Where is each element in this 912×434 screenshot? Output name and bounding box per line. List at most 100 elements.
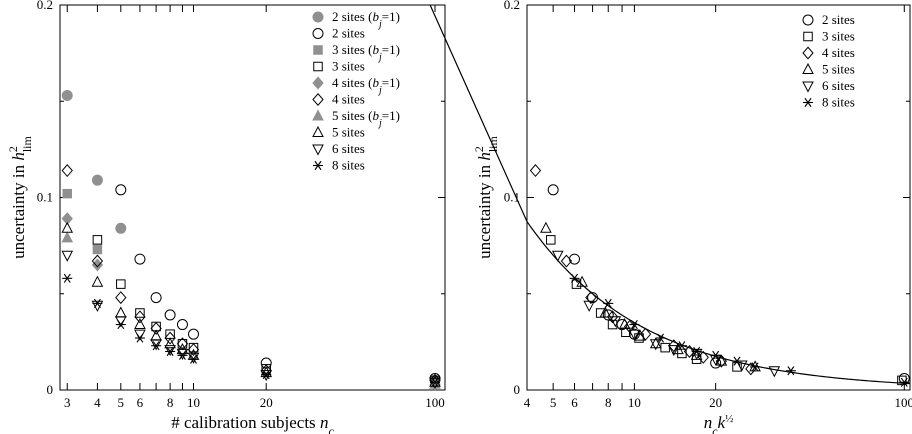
marker-square [803,31,813,42]
marker-square [135,308,145,318]
marker-asterisk [430,377,441,387]
marker-square [571,279,582,289]
marker-triangle-down [429,377,441,389]
marker-asterisk [710,350,721,360]
marker-circle-filled [91,174,103,186]
x-tick-label: 100 [895,395,912,410]
marker-asterisk [151,341,162,351]
series-triangle-down [551,250,781,378]
y-axis-title: uncertainty in h2lim [6,135,34,258]
marker-diamond [802,46,814,60]
marker-asterisk [803,97,813,108]
series-circle-filled [61,89,441,386]
marker-diamond [150,321,162,335]
marker-square [165,329,175,339]
marker-triangle [749,360,761,372]
marker-circle [802,14,814,26]
left-panel: 3 4 5 6 8 10 20 100 0 0.1 0.2 uncertainty in h2lim #… [6,0,446,434]
marker-triangle-down [260,370,273,382]
marker-triangle-down [609,316,622,328]
legend-label: 2 sites [822,12,855,27]
x-tick-label: 8 [167,395,174,410]
legend-label: 6 sites [332,141,365,156]
marker-triangle [61,221,74,233]
marker-triangle-filled [312,109,324,121]
x-tick-label: 10 [187,395,200,410]
x-tick-label: 10 [628,395,641,410]
marker-circle-filled [115,222,127,234]
marker-asterisk [655,333,666,343]
marker-circle [312,28,324,39]
marker-triangle-filled [61,231,74,243]
marker-diamond [585,291,597,305]
marker-square [660,342,670,353]
marker-diamond-filled [312,76,324,90]
marker-triangle [91,275,104,287]
series-circle [115,184,441,384]
marker-triangle-down [628,329,641,341]
legend-label: 5 sites [332,125,365,140]
series-asterisk [62,273,441,387]
legend-label: 6 sites [822,78,855,93]
marker-asterisk [62,273,73,283]
marker-diamond [91,254,104,268]
marker-diamond [312,92,324,107]
marker-asterisk [115,319,126,330]
marker-asterisk [750,362,761,372]
x-tick-label: 4 [94,395,101,410]
marker-circle [176,319,188,331]
x-tick-label: 8 [605,395,612,410]
legend-label: 2 sites (bj=1) [332,9,400,30]
marker-triangle-down [312,144,324,156]
marker-triangle-down [164,345,176,357]
marker-triangle-down [768,366,781,378]
marker-square [546,235,556,245]
marker-diamond [164,331,176,345]
marker-triangle-down [61,250,74,262]
marker-diamond-filled [61,212,73,226]
fit-curve [429,4,911,385]
marker-triangle [672,343,684,355]
marker-triangle [150,329,162,341]
marker-diamond [134,310,146,324]
marker-triangle-down [668,345,680,357]
marker-triangle [312,125,324,137]
marker-triangle-down [150,339,162,351]
series-asterisk [569,273,910,387]
legend-label: 3 sites [332,59,365,74]
y-tick-label: 0.2 [504,0,520,12]
marker-square [177,339,188,349]
y-axis-title: uncertainty in h2lim [472,135,500,258]
series-triangle [540,221,761,372]
x-tick-label: 20 [260,395,273,410]
marker-circle [188,328,200,340]
marker-asterisk [261,370,272,380]
marker-asterisk [569,273,580,283]
y-tick-label: 0 [514,382,521,397]
marker-diamond [115,291,127,305]
marker-triangle [176,343,189,355]
x-tick-label: 5 [550,395,557,410]
marker-circle [710,357,722,369]
marker-triangle-down [583,300,596,312]
marker-square [732,362,742,372]
marker-square-filled [62,188,72,199]
marker-triangle-down [649,339,662,351]
y-tick-label: 0 [47,382,54,397]
legend-label: 8 sites [822,95,855,110]
legend-label: 3 sites (bj=1) [332,42,400,63]
x-axis-title: nck½ [704,413,734,434]
marker-triangle-down [176,348,189,360]
marker-triangle [618,317,631,330]
marker-triangle [802,62,814,74]
marker-asterisk [603,298,614,308]
x-tick-label: 20 [709,395,722,410]
marker-diamond-filled [91,258,104,272]
marker-triangle [649,337,662,349]
marker-diamond [560,254,573,268]
marker-circle [134,253,146,265]
x-tick-label: 5 [118,395,125,410]
marker-circle [115,184,127,196]
